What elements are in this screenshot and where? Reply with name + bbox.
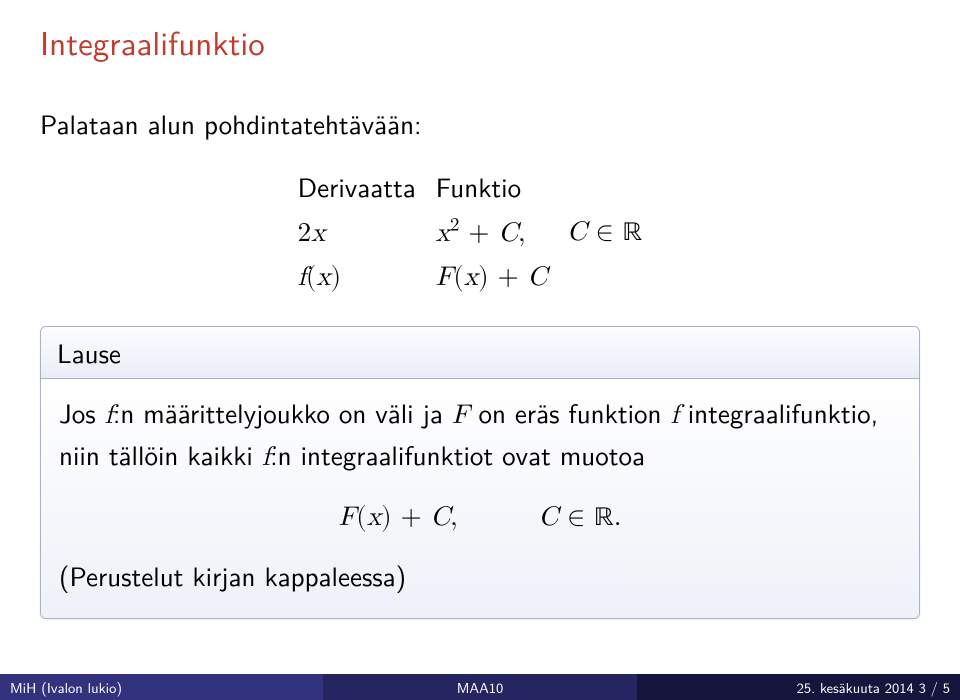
table-row: Derivaatta Funktio [298,165,663,208]
derivative-table-wrap: Derivaatta Funktio 2x x2 + C, C ∈ ℝ f(x)… [40,165,920,296]
theorem-text: Jos f:n määrittelyjoukko on väli ja F on… [59,393,901,477]
page-title: Integraalifunktio [40,18,920,66]
footer: MiH (Ivalon lukio) MAA10 25. kesäkuuta 2… [0,674,960,700]
footer-mid: MAA10 [323,674,636,700]
table-cell: 2x [298,208,436,253]
table-row: 2x x2 + C, C ∈ ℝ [298,208,663,253]
theorem-display-math: F(x) + C, C ∈ ℝ. [59,495,901,538]
derivative-table: Derivaatta Funktio 2x x2 + C, C ∈ ℝ f(x)… [298,165,663,296]
table-cell: f(x) [298,253,436,296]
theorem-body: Jos f:n määrittelyjoukko on väli ja F on… [41,379,919,618]
table-header-cell [567,165,662,208]
table-cell: x2 + C, [436,208,567,253]
theorem-note: (Perustelut kirjan kappaleessa) [59,556,901,595]
theorem-block: Lause Jos f:n määrittelyjoukko on väli j… [40,326,920,619]
table-cell: F(x) + C [436,253,567,296]
theorem-header: Lause [41,327,919,379]
table-cell: C ∈ ℝ [567,208,662,253]
table-cell [567,253,662,296]
table-row: f(x) F(x) + C [298,253,663,296]
footer-right: 25. kesäkuuta 2014 3 / 5 [637,674,960,700]
intro-text: Palataan alun pohdintatehtävään: [40,104,920,143]
table-header-cell: Derivaatta [298,165,436,208]
slide: Integraalifunktio Palataan alun pohdinta… [0,0,960,700]
footer-left: MiH (Ivalon lukio) [0,674,323,700]
table-header-cell: Funktio [436,165,567,208]
